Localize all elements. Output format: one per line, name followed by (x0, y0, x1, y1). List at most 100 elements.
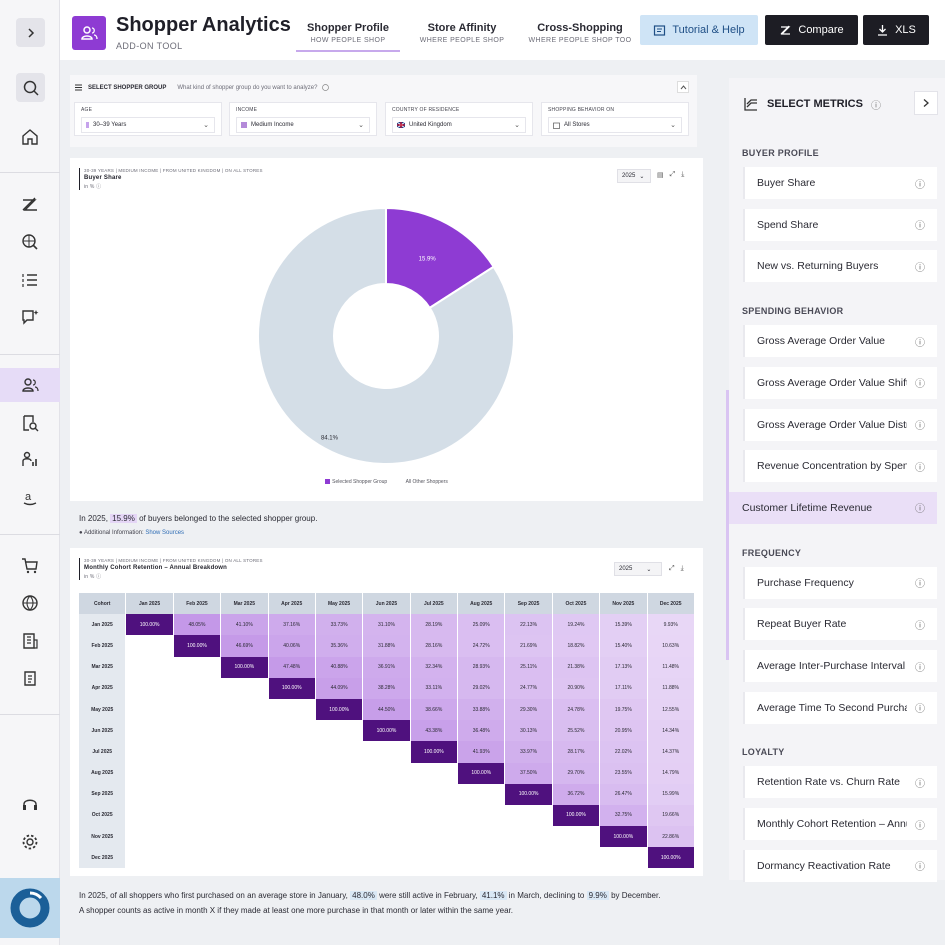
column-header[interactable]: Aug 2025 (458, 593, 506, 615)
report-nav-button[interactable] (0, 624, 60, 658)
metric-item[interactable]: Gross Average Order Value Distribution ⓘ (743, 408, 937, 441)
retention-cell (221, 741, 269, 763)
expand-icon[interactable]: ⤢ (669, 171, 676, 178)
column-header[interactable]: Feb 2025 (173, 593, 222, 615)
column-header[interactable]: Oct 2025 (552, 593, 601, 615)
home-button[interactable] (0, 120, 60, 154)
column-header[interactable]: Mar 2025 (221, 593, 269, 615)
collapse-filter-button[interactable] (677, 81, 689, 93)
metric-item[interactable]: Average Inter-Purchase Interval ⓘ (743, 650, 937, 682)
insights-nav-button[interactable] (0, 300, 60, 334)
info-icon[interactable]: ⓘ (915, 379, 925, 391)
column-header[interactable]: Jun 2025 (363, 593, 411, 615)
show-sources-link[interactable]: Show Sources (145, 530, 185, 536)
income-select[interactable]: Medium Income ⌄ (236, 117, 370, 133)
table-view-icon[interactable]: ▤ (657, 172, 664, 179)
info-icon[interactable]: ⓘ (915, 337, 925, 349)
metric-item[interactable]: New vs. Returning Buyers ⓘ (743, 250, 937, 283)
metric-item[interactable]: Dormancy Reactivation Rate ⓘ (743, 849, 937, 882)
compare-button[interactable]: Compare (765, 15, 858, 45)
xls-label: XLS (895, 24, 916, 36)
metrics-title: SELECT METRICS (767, 98, 863, 110)
column-header[interactable]: May 2025 (315, 593, 364, 615)
expand-icon[interactable]: ⤢ (669, 565, 675, 572)
legend-item-selected[interactable]: Selected Shopper Group (332, 479, 388, 485)
info-icon[interactable]: ⓘ (915, 504, 925, 516)
tab-cross-shopping[interactable]: Cross-Shopping WHERE PEOPLE SHOP TOO (525, 22, 635, 44)
retention-cell: 100.00% (505, 783, 553, 805)
legend-item-other[interactable]: All Other Shoppers (405, 479, 448, 485)
download-icon[interactable]: ⤓ (680, 565, 684, 572)
market-search-button[interactable] (0, 225, 60, 259)
column-header[interactable]: Apr 2025 (268, 593, 316, 615)
metric-item[interactable]: Buyer Share ⓘ (743, 167, 937, 199)
retention-cell: 14.79% (647, 762, 695, 784)
xls-export-button[interactable]: XLS (863, 15, 929, 45)
info-icon[interactable]: ⓘ (915, 704, 925, 716)
collapse-metrics-button[interactable] (914, 91, 938, 115)
settings-button[interactable] (0, 825, 60, 859)
retention-cell (126, 783, 174, 805)
info-icon[interactable]: ⓘ (915, 820, 925, 832)
compare-icon (780, 25, 791, 35)
list-nav-button[interactable] (0, 263, 60, 297)
metric-item[interactable]: Monthly Cohort Retention – Annual Breakd… (743, 808, 937, 841)
tutorial-help-button[interactable]: Tutorial & Help (640, 15, 758, 45)
metric-item[interactable]: Spend Share ⓘ (743, 208, 937, 241)
retention-cell (173, 847, 222, 869)
compare-nav-button[interactable] (0, 188, 60, 222)
year-select-value: 2025 (622, 173, 636, 179)
download-icon[interactable]: ⤓ (681, 171, 685, 178)
store-search-nav-button[interactable] (0, 406, 60, 440)
info-icon[interactable]: ⓘ (915, 179, 925, 191)
retention-cell: 41.93% (458, 741, 506, 763)
column-header[interactable]: Jan 2025 (126, 593, 174, 615)
age-select[interactable]: 30–39 Years ⌄ (81, 117, 215, 133)
audience-nav-button[interactable] (0, 443, 60, 477)
behavior-select[interactable]: All Stores ⌄ (548, 117, 682, 133)
marketplace-nav-button[interactable]: a (0, 481, 60, 515)
tab-shopper-profile[interactable]: Shopper Profile HOW PEOPLE SHOP (296, 22, 400, 52)
column-header[interactable]: Jul 2025 (410, 593, 458, 615)
pie-slice-other[interactable] (257, 206, 515, 465)
retention-cell: 18.82% (552, 635, 601, 657)
retention-cell: 100.00% (458, 762, 506, 784)
tab-store-affinity[interactable]: Store Affinity WHERE PEOPLE SHOP (412, 22, 512, 44)
year-select[interactable]: 2025 ⌄ (614, 562, 662, 576)
column-header[interactable]: Dec 2025 (647, 593, 695, 615)
year-select[interactable]: 2025 ⌄ (617, 169, 651, 183)
search-button[interactable] (16, 73, 45, 102)
metric-item[interactable]: Repeat Buyer Rate ⓘ (743, 608, 937, 641)
metric-item[interactable]: Gross Average Order Value Shift ⓘ (743, 366, 937, 399)
info-icon[interactable]: ⓘ (915, 262, 925, 274)
notes-nav-button[interactable] (0, 661, 60, 695)
column-header[interactable]: Nov 2025 (600, 593, 648, 615)
metric-item[interactable]: Retention Rate vs. Churn Rate ⓘ (743, 766, 937, 799)
column-header[interactable]: Cohort (79, 593, 127, 615)
metrics-section-label: SPENDING BEHAVIOR (742, 306, 844, 317)
info-icon[interactable]: ⓘ (915, 620, 925, 632)
expand-sidebar-button[interactable] (16, 18, 45, 47)
shopper-analytics-nav-button[interactable] (0, 368, 60, 402)
metric-item[interactable]: Gross Average Order Value ⓘ (743, 325, 937, 358)
info-icon[interactable]: ⓘ (915, 862, 925, 874)
cart-nav-button[interactable] (0, 549, 60, 583)
metric-item[interactable]: Purchase Frequency ⓘ (743, 566, 937, 599)
summary-text: by December. (611, 891, 661, 900)
metric-item-active[interactable]: Customer Lifetime Revenue ⓘ (729, 491, 937, 524)
retention-cell (221, 720, 269, 742)
support-button[interactable] (0, 787, 60, 821)
info-icon[interactable]: ⓘ (915, 579, 925, 591)
country-select[interactable]: United Kingdom ⌄ (392, 117, 526, 133)
column-header[interactable]: Sep 2025 (505, 593, 553, 615)
metric-item[interactable]: Average Time To Second Purchase ⓘ (743, 691, 937, 724)
global-nav-button[interactable] (0, 586, 60, 620)
metric-item[interactable]: Revenue Concentration by Spender ⓘ (743, 450, 937, 483)
info-icon[interactable]: ⓘ (915, 421, 925, 432)
metric-item-label: Gross Average Order Value Shift (757, 376, 907, 389)
info-icon[interactable]: ⓘ (915, 662, 925, 674)
info-icon[interactable]: ⓘ (915, 221, 925, 233)
retention-cell (410, 826, 458, 848)
info-icon[interactable]: ⓘ (915, 778, 925, 790)
info-icon[interactable]: ⓘ (915, 462, 925, 474)
